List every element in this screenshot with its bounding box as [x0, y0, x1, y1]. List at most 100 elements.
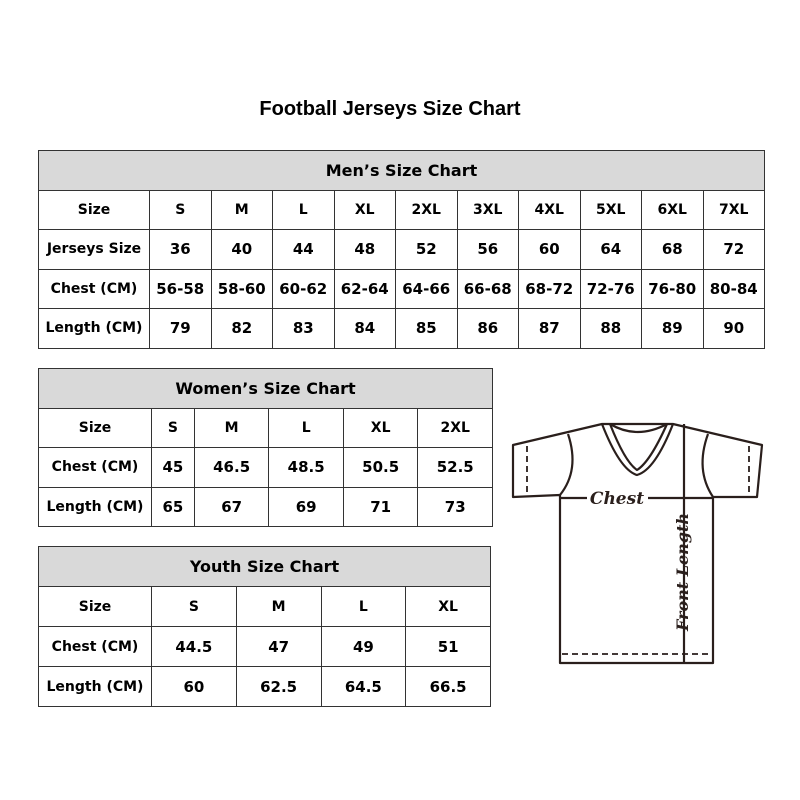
- table-cell: 68-72: [518, 268, 581, 309]
- table-cell: 64-66: [395, 268, 458, 309]
- table-cell: 60: [518, 229, 581, 270]
- table-cell: 87: [518, 308, 581, 349]
- table-cell: 46.5: [193, 447, 270, 488]
- row-label: Length (CM): [38, 666, 152, 707]
- row-label: Chest (CM): [38, 268, 150, 309]
- row-label: Jerseys Size: [38, 229, 150, 270]
- table-cell: 4XL: [518, 189, 581, 230]
- table-cell: M: [210, 189, 273, 230]
- table-cell: 73: [417, 486, 493, 527]
- table-cell: M: [235, 586, 322, 627]
- row-label: Size: [38, 586, 152, 627]
- men-table-heading: Men’s Size Chart: [38, 150, 765, 191]
- table-row: Length (CM) 60 62.5 64.5 66.5: [38, 666, 491, 707]
- table-cell: 62-64: [333, 268, 396, 309]
- table-cell: 56: [456, 229, 519, 270]
- youth-table-heading: Youth Size Chart: [38, 546, 491, 587]
- table-cell: 65: [151, 486, 195, 527]
- table-cell: S: [151, 586, 237, 627]
- table-cell: 60-62: [272, 268, 335, 309]
- table-cell: 2XL: [395, 189, 458, 230]
- table-cell: 7XL: [702, 189, 765, 230]
- table-cell: 72: [702, 229, 765, 270]
- chest-label: Chest: [590, 489, 644, 509]
- row-label: Chest (CM): [38, 447, 152, 488]
- table-cell: 72-76: [579, 268, 642, 309]
- table-cell: L: [320, 586, 407, 627]
- table-cell: 86: [456, 308, 519, 349]
- table-cell: 47: [235, 626, 322, 667]
- youth-size-table: Youth Size Chart Size S M L XL Chest (CM) 44.5 4…: [38, 546, 491, 707]
- table-cell: L: [268, 407, 344, 448]
- table-cell: 83: [272, 308, 335, 349]
- table-cell: 5XL: [579, 189, 642, 230]
- table-cell: 71: [342, 486, 419, 527]
- table-cell: 48.5: [268, 447, 344, 488]
- table-cell: 52.5: [417, 447, 493, 488]
- table-row: Size S M L XL: [38, 586, 491, 627]
- table-cell: 62.5: [235, 666, 322, 707]
- front-length-label: Front Length: [673, 513, 692, 632]
- table-cell: 45: [151, 447, 195, 488]
- table-cell: S: [151, 407, 195, 448]
- table-cell: M: [193, 407, 270, 448]
- mens-size-table: Men’s Size Chart Size S M L XL 2XL 3XL 4XL 5XL 6XL…: [38, 150, 765, 349]
- table-cell: 44: [272, 229, 335, 270]
- table-cell: 2XL: [417, 407, 493, 448]
- table-cell: 3XL: [456, 189, 519, 230]
- table-cell: S: [149, 189, 212, 230]
- collar: [600, 422, 675, 477]
- table-row: Size S M L XL 2XL 3XL 4XL 5XL 6XL 7XL: [38, 189, 765, 230]
- table-cell: 36: [149, 229, 212, 270]
- row-label: Length (CM): [38, 308, 150, 349]
- row-label: Chest (CM): [38, 626, 152, 667]
- table-row: Chest (CM) 45 46.5 48.5 50.5 52.5: [38, 447, 493, 488]
- table-cell: 44.5: [151, 626, 237, 667]
- table-row: Jerseys Size 36 40 44 48 52 56 60 64 68 72: [38, 229, 765, 270]
- table-row: Chest (CM) 56-58 58-60 60-62 62-64 64-66 66-68…: [38, 268, 765, 309]
- table-cell: 48: [333, 229, 396, 270]
- jersey-diagram: Chest Front Length: [511, 422, 764, 665]
- table-cell: 60: [151, 666, 237, 707]
- table-cell: 69: [268, 486, 344, 527]
- table-cell: 85: [395, 308, 458, 349]
- row-label: Size: [38, 407, 152, 448]
- table-cell: 52: [395, 229, 458, 270]
- table-cell: 64.5: [320, 666, 407, 707]
- table-cell: 56-58: [149, 268, 212, 309]
- table-cell: L: [272, 189, 335, 230]
- table-cell: 64: [579, 229, 642, 270]
- table-row: Length (CM) 65 67 69 71 73: [38, 486, 493, 527]
- table-cell: 89: [641, 308, 704, 349]
- table-cell: 40: [210, 229, 273, 270]
- womens-size-table: Women’s Size Chart Size S M L XL 2XL Chest (CM)…: [38, 368, 493, 527]
- table-cell: 82: [210, 308, 273, 349]
- table-cell: 49: [320, 626, 407, 667]
- table-cell: 88: [579, 308, 642, 349]
- table-cell: 76-80: [641, 268, 704, 309]
- page-title: Football Jerseys Size Chart: [259, 98, 521, 120]
- table-cell: 84: [333, 308, 396, 349]
- table-cell: 80-84: [702, 268, 765, 309]
- table-cell: 6XL: [641, 189, 704, 230]
- table-cell: 79: [149, 308, 212, 349]
- table-cell: 51: [405, 626, 491, 667]
- table-cell: 67: [193, 486, 270, 527]
- table-cell: 90: [702, 308, 765, 349]
- table-cell: 50.5: [342, 447, 419, 488]
- table-cell: XL: [405, 586, 491, 627]
- table-row: Size S M L XL 2XL: [38, 407, 493, 448]
- table-row: Length (CM) 79 82 83 84 85 86 87 88 89 90: [38, 308, 765, 349]
- table-cell: 66.5: [405, 666, 491, 707]
- jersey-outline: [511, 422, 764, 665]
- table-cell: 68: [641, 229, 704, 270]
- women-table-heading: Women’s Size Chart: [38, 368, 493, 409]
- table-cell: XL: [333, 189, 396, 230]
- table-row: Chest (CM) 44.5 47 49 51: [38, 626, 491, 667]
- table-cell: 66-68: [456, 268, 519, 309]
- row-label: Length (CM): [38, 486, 152, 527]
- row-label: Size: [38, 189, 150, 230]
- table-cell: 58-60: [210, 268, 273, 309]
- table-cell: XL: [342, 407, 419, 448]
